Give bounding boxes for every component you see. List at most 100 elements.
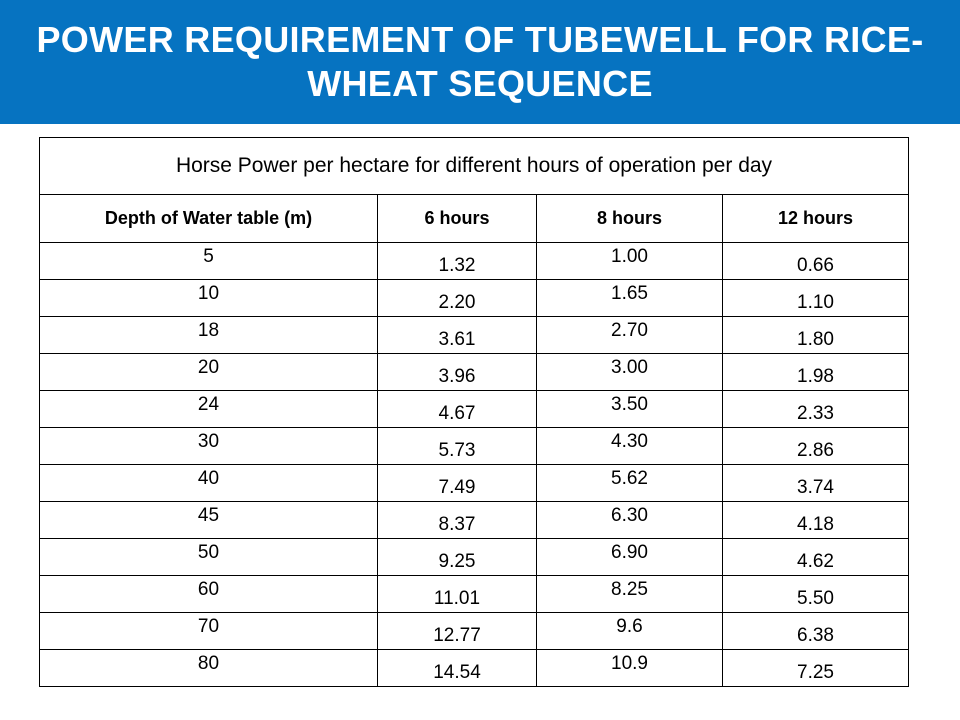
table-cell: 6.30 (536, 501, 723, 539)
hp-8-hours-value: 8.25 (611, 579, 648, 600)
table-cell: 3.50 (536, 390, 723, 428)
depth-value: 70 (197, 616, 220, 637)
table-cell: 8.25 (536, 575, 723, 613)
hp-6-hours-value: 9.25 (438, 551, 476, 572)
table-cell: 24 (39, 390, 378, 428)
table-cell: 5.73 (377, 427, 537, 465)
table-cell: 4.18 (722, 501, 909, 539)
depth-value: 30 (197, 431, 220, 452)
table-row: 80 14.54 10.9 7.25 (39, 649, 909, 687)
table-row: 10 2.20 1.65 1.10 (39, 279, 909, 317)
hp-12-hours-value: 1.10 (797, 292, 834, 313)
table-cell: 4.30 (536, 427, 723, 465)
table-cell: 2.70 (536, 316, 723, 354)
hp-8-hours-value: 6.30 (611, 505, 648, 526)
table-row: 18 3.61 2.70 1.80 (39, 316, 909, 354)
table-cell: 0.66 (722, 242, 909, 280)
hp-12-hours-value: 3.74 (797, 477, 834, 498)
table-body: 5 1.32 1.00 0.66 10 2.20 1.65 1.10 18 3.61 2.70 1.8… (39, 242, 909, 687)
table-cell: 1.10 (722, 279, 909, 317)
horsepower-table: Horse Power per hectare for different ho… (39, 137, 909, 687)
column-header-6-hours: 6 hours (377, 194, 537, 243)
hp-12-hours-value: 5.50 (797, 588, 834, 609)
table-cell: 14.54 (377, 649, 537, 687)
table-cell: 6.90 (536, 538, 723, 576)
table-cell: 80 (39, 649, 378, 687)
hp-12-hours-value: 4.18 (797, 514, 834, 535)
table-cell: 40 (39, 464, 378, 502)
table-row: 40 7.49 5.62 3.74 (39, 464, 909, 502)
table-cell: 1.98 (722, 353, 909, 391)
hp-12-hours-value: 0.66 (797, 255, 834, 276)
table-cell: 18 (39, 316, 378, 354)
depth-value: 18 (197, 320, 220, 341)
table-cell: 60 (39, 575, 378, 613)
table-row: 5 1.32 1.00 0.66 (39, 242, 909, 280)
hp-12-hours-value: 4.62 (797, 551, 834, 572)
hp-6-hours-value: 1.32 (438, 255, 476, 276)
table-cell: 3.96 (377, 353, 537, 391)
table-cell: 10 (39, 279, 378, 317)
table-cell: 5.62 (536, 464, 723, 502)
table-cell: 1.32 (377, 242, 537, 280)
table-cell: 1.00 (536, 242, 723, 280)
hp-6-hours-value: 4.67 (438, 403, 476, 424)
hp-8-hours-value: 1.65 (611, 283, 648, 304)
hp-12-hours-value: 2.33 (797, 403, 834, 424)
hp-6-hours-value: 12.77 (433, 625, 481, 646)
table-cell: 1.80 (722, 316, 909, 354)
depth-value: 5 (203, 246, 214, 267)
table-cell: 6.38 (722, 612, 909, 650)
column-header-depth: Depth of Water table (m) (39, 194, 378, 243)
table-cell: 4.67 (377, 390, 537, 428)
depth-value: 45 (197, 505, 220, 526)
table-cell: 11.01 (377, 575, 537, 613)
table-header-row: Depth of Water table (m) 6 hours 8 hours… (39, 194, 909, 243)
hp-8-hours-value: 1.00 (611, 246, 648, 267)
table-cell: 2.20 (377, 279, 537, 317)
hp-12-hours-value: 7.25 (797, 662, 834, 683)
hp-6-hours-value: 5.73 (438, 440, 476, 461)
table-cell: 5.50 (722, 575, 909, 613)
table-cell: 4.62 (722, 538, 909, 576)
hp-8-hours-value: 2.70 (611, 320, 648, 341)
table-cell: 30 (39, 427, 378, 465)
hp-6-hours-value: 3.61 (438, 329, 476, 350)
hp-6-hours-value: 2.20 (438, 292, 476, 313)
hp-8-hours-value: 3.00 (611, 357, 648, 378)
table-cell: 1.65 (536, 279, 723, 317)
table-cell: 50 (39, 538, 378, 576)
hp-6-hours-value: 7.49 (438, 477, 476, 498)
table-cell: 9.6 (536, 612, 723, 650)
table-cell: 3.00 (536, 353, 723, 391)
hp-6-hours-value: 14.54 (433, 662, 481, 683)
table-cell: 2.86 (722, 427, 909, 465)
slide-title: POWER REQUIREMENT OF TUBEWELL FOR RICE-W… (36, 19, 924, 104)
table-cell: 2.33 (722, 390, 909, 428)
table-caption: Horse Power per hectare for different ho… (39, 137, 909, 195)
table-cell: 5 (39, 242, 378, 280)
depth-value: 50 (197, 542, 220, 563)
hp-12-hours-value: 1.80 (797, 329, 834, 350)
table-cell: 45 (39, 501, 378, 539)
depth-value: 40 (197, 468, 220, 489)
table-caption-row: Horse Power per hectare for different ho… (39, 137, 909, 195)
hp-8-hours-value: 4.30 (611, 431, 648, 452)
table-cell: 10.9 (536, 649, 723, 687)
depth-value: 10 (197, 283, 220, 304)
table-row: 50 9.25 6.90 4.62 (39, 538, 909, 576)
table-cell: 7.25 (722, 649, 909, 687)
table-row: 45 8.37 6.30 4.18 (39, 501, 909, 539)
hp-6-hours-value: 8.37 (438, 514, 476, 535)
depth-value: 80 (197, 653, 220, 674)
hp-6-hours-value: 3.96 (438, 366, 476, 387)
hp-12-hours-value: 2.86 (797, 440, 834, 461)
hp-8-hours-value: 6.90 (611, 542, 648, 563)
table-cell: 8.37 (377, 501, 537, 539)
hp-8-hours-value: 3.50 (611, 394, 648, 415)
table-row: 24 4.67 3.50 2.33 (39, 390, 909, 428)
depth-value: 20 (197, 357, 220, 378)
hp-8-hours-value: 9.6 (616, 616, 643, 637)
column-header-8-hours: 8 hours (536, 194, 723, 243)
hp-12-hours-value: 1.98 (797, 366, 834, 387)
